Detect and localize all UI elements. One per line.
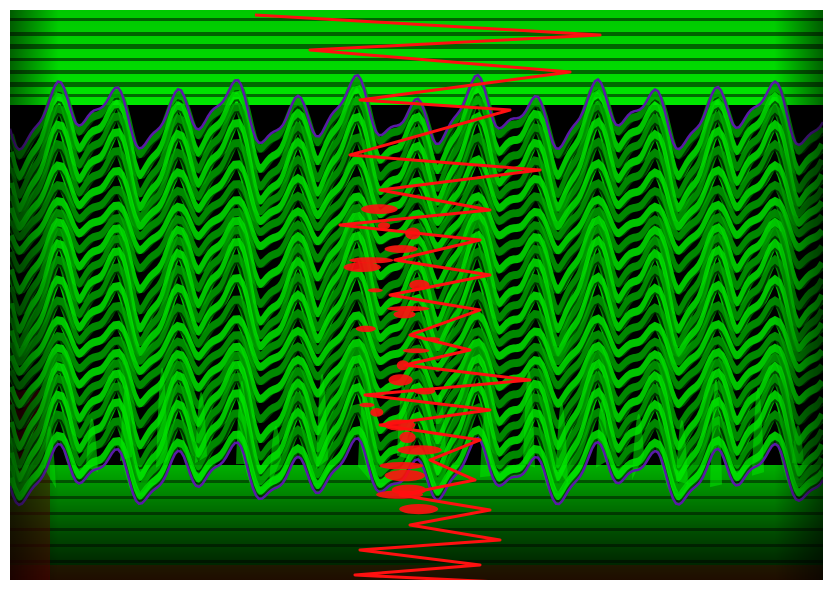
edge-vignette xyxy=(10,10,823,580)
abstract-artwork xyxy=(10,10,823,580)
artwork-canvas xyxy=(10,10,823,580)
